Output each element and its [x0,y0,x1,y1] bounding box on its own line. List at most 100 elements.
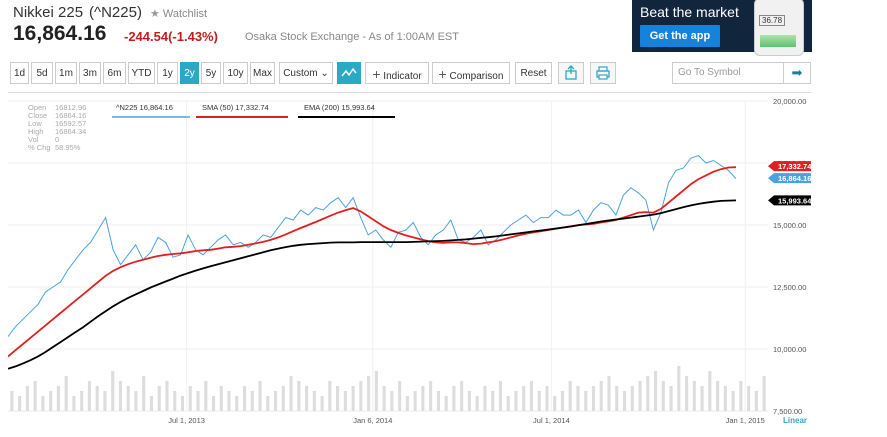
range-button-2y[interactable]: 2y [180,62,199,84]
volume-bar [467,391,471,411]
volume-bar [498,381,502,411]
custom-label: Custom [283,68,318,79]
volume-bar [576,386,580,411]
volume-bar [111,371,115,411]
watchlist-button[interactable]: ★ Watchlist [150,7,207,20]
volume-bar [444,396,448,411]
volume-bar [560,391,565,411]
volume-bar [289,376,293,411]
indicator-label: Indicator [383,71,422,82]
volume-bar [491,391,495,411]
star-icon: ★ [150,8,160,20]
y-tick-label: 10,000.00 [773,345,806,354]
volume-bar [475,396,479,411]
range-button-1d[interactable]: 1d [10,62,29,84]
arrow-right-icon: ➡ [791,65,803,80]
scale-toggle-linear[interactable]: Linear [783,416,807,425]
volume-bar [692,381,696,411]
volume-bar [149,396,154,411]
range-button-5y[interactable]: 5y [201,62,221,84]
volume-bar [483,386,487,411]
volume-bar [374,371,378,411]
ohlc-close-label: Close [28,111,47,120]
share-icon [565,65,577,80]
volume-bar [654,371,658,411]
y-tick-label: 15,000.00 [773,221,806,230]
get-app-button[interactable]: Get the app [640,25,720,47]
range-button-3m[interactable]: 3m [79,62,101,84]
volume-bar [204,381,208,411]
volume-bar [646,376,650,411]
volume-bar [87,381,91,411]
volume-bar [165,381,169,411]
volume-bar [274,391,278,411]
x-tick-label: Jul 1, 2013 [168,416,205,425]
volume-bar [754,391,758,411]
volume-bar [529,381,534,411]
ad-headline: Beat the market [640,4,739,20]
legend-price: ^N225 16,864.16 [116,103,173,112]
volume-bar [196,391,200,411]
legend-sma: SMA (50) 17,332.74 [202,103,269,112]
range-button-6m[interactable]: 6m [103,62,126,84]
volume-bar [320,396,324,411]
print-button[interactable] [590,62,616,84]
reset-button[interactable]: Reset [515,62,552,84]
phone-chart [760,35,796,47]
quote-title: Nikkei 225 (^N225) [13,4,142,21]
volume-bar [669,386,673,411]
volume-bar [584,391,588,411]
volume-bar [258,381,262,411]
volume-bar [235,396,239,411]
price-chart[interactable]: 20,000.0017,500.0015,000.0012,500.0010,0… [7,92,812,428]
volume-bar [429,381,433,411]
phone-image: 36.78 [754,0,804,56]
chart-type-button[interactable] [337,62,361,84]
ohlc-low-label: Low [28,119,42,128]
range-button-5d[interactable]: 5d [31,62,53,84]
volume-bar [514,391,518,411]
volume-bar [607,376,611,411]
ohlc-open-label: Open [28,103,46,112]
volume-bar [661,381,665,411]
range-button-1m[interactable]: 1m [55,62,77,84]
volume-bar [716,381,720,411]
chart-canvas[interactable]: 20,000.0017,500.0015,000.0012,500.0010,0… [7,93,812,428]
volume-bar [522,386,526,411]
exchange-info: Osaka Stock Exchange - As of 1:00AM EST [245,31,459,43]
range-button-ytd[interactable]: YTD [128,62,155,84]
share-button[interactable] [558,62,584,84]
volume-bar [731,391,735,411]
x-tick-label: Jul 1, 2014 [533,416,570,425]
volume-bar [242,386,247,411]
volume-bar [103,391,107,411]
range-button-max[interactable]: Max [250,62,275,84]
volume-bar [211,396,216,411]
volume-bar [599,381,603,411]
app-ad-banner[interactable]: Beat the market Get the app 36.78 [632,0,812,56]
watchlist-label: Watchlist [162,8,208,20]
add-comparison-button[interactable]: + Comparison [432,62,510,84]
volume-bar [328,381,332,411]
ohlc-vol-value: 0 [55,135,59,144]
add-indicator-button[interactable]: + Indicator [365,62,429,84]
ohlc-pchg-value: 58.95% [55,143,81,152]
custom-range-dropdown[interactable]: Custom ⌄ [279,62,333,84]
volume-bar [762,376,766,411]
volume-bar [700,386,704,411]
volume-bar [739,381,743,411]
go-to-symbol-input[interactable]: Go To Symbol [672,62,784,84]
chevron-down-icon: ⌄ [320,68,329,79]
volume-bar [134,391,138,411]
go-button[interactable]: ➡ [784,62,811,84]
volume-bar [553,396,557,411]
volume-bar [64,376,68,411]
volume-bar [126,386,130,411]
ohlc-close-value: 16864.16 [55,111,86,120]
x-tick-label: Jan 1, 2015 [726,416,765,425]
price-tag-label: 16,864.16 [778,174,811,183]
volume-bar [622,391,627,411]
range-button-10y[interactable]: 10y [223,62,248,84]
range-button-1y[interactable]: 1y [157,62,178,84]
price-line [7,155,737,337]
